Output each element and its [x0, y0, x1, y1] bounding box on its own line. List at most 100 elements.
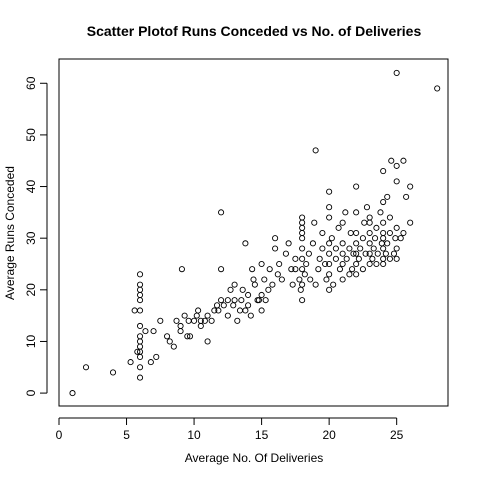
data-point: [349, 266, 356, 273]
data-point: [236, 307, 244, 314]
data-point: [380, 168, 387, 175]
data-point: [238, 297, 245, 304]
data-point: [366, 240, 373, 247]
data-point: [357, 245, 364, 252]
data-point: [323, 276, 330, 283]
y-tick-label: 0: [24, 389, 38, 396]
data-point: [311, 219, 318, 226]
data-point: [297, 286, 304, 293]
data-point: [173, 317, 180, 324]
data-point: [362, 250, 369, 257]
data-point: [393, 178, 400, 185]
y-tick-label: 20: [24, 283, 38, 297]
data-point: [234, 317, 241, 324]
data-point: [258, 291, 265, 299]
data-point: [339, 260, 346, 268]
x-tick-label: 0: [56, 428, 63, 442]
data-point: [346, 271, 353, 278]
data-point: [136, 271, 144, 278]
data-point: [204, 312, 211, 319]
data-point: [242, 240, 249, 247]
data-point: [319, 245, 326, 252]
data-point: [147, 359, 154, 366]
data-point: [393, 224, 400, 231]
data-point: [157, 317, 164, 324]
data-point: [315, 266, 322, 273]
data-point: [239, 286, 246, 293]
x-tick-label: 5: [123, 428, 130, 442]
data-point: [370, 245, 377, 252]
data-point: [136, 281, 144, 288]
data-point: [326, 286, 333, 293]
data-point: [373, 260, 380, 268]
data-point: [400, 157, 407, 164]
data-point: [380, 235, 387, 242]
data-point: [350, 250, 357, 257]
data-point: [197, 322, 204, 330]
data-point: [301, 271, 308, 278]
data-point: [353, 271, 360, 278]
data-point: [136, 286, 144, 293]
data-point: [339, 240, 346, 247]
data-point: [231, 297, 238, 304]
data-point: [127, 359, 134, 366]
data-point: [299, 235, 306, 242]
data-point: [136, 307, 144, 314]
data-point: [353, 250, 360, 257]
data-point: [326, 260, 333, 268]
data-point: [269, 281, 276, 288]
data-point: [136, 364, 144, 371]
data-point: [258, 307, 265, 314]
data-point: [373, 224, 380, 231]
data-point: [218, 297, 225, 304]
data-point: [195, 307, 202, 314]
data-point: [353, 260, 360, 268]
data-point: [227, 286, 234, 293]
data-point: [353, 229, 360, 237]
data-point: [296, 276, 303, 283]
data-point: [322, 260, 329, 268]
data-point: [136, 338, 144, 345]
data-point: [245, 302, 252, 309]
data-point: [347, 229, 354, 237]
data-point: [213, 302, 221, 309]
data-point: [336, 266, 343, 273]
data-point: [134, 348, 141, 355]
x-tick-label: 20: [322, 428, 336, 442]
data-point: [178, 266, 185, 273]
data-point: [366, 219, 373, 226]
data-point: [353, 240, 360, 247]
data-point: [366, 214, 373, 221]
data-point: [136, 374, 144, 381]
y-tick-label: 30: [24, 231, 38, 245]
data-point: [218, 266, 225, 273]
data-point: [377, 209, 384, 216]
data-point: [170, 343, 177, 350]
data-point: [299, 245, 306, 252]
data-point: [380, 198, 387, 206]
data-point: [366, 229, 373, 237]
data-point: [191, 317, 198, 324]
data-point: [312, 281, 319, 288]
data-point: [361, 219, 368, 226]
data-point: [380, 219, 387, 226]
data-point: [299, 229, 306, 237]
data-point: [258, 260, 265, 268]
data-point: [307, 276, 314, 283]
data-point: [220, 302, 227, 309]
data-point: [384, 193, 391, 200]
data-point: [369, 255, 376, 262]
data-point: [386, 229, 393, 237]
data-point: [299, 281, 306, 288]
plot-frame: [58, 58, 449, 407]
data-point: [185, 317, 192, 324]
data-point: [397, 235, 404, 242]
data-point: [312, 147, 319, 154]
data-point: [278, 276, 285, 283]
data-point: [230, 302, 237, 309]
data-points: [69, 69, 441, 397]
data-point: [136, 333, 144, 340]
data-point: [177, 328, 184, 335]
data-point: [359, 266, 366, 273]
data-point: [316, 255, 323, 262]
